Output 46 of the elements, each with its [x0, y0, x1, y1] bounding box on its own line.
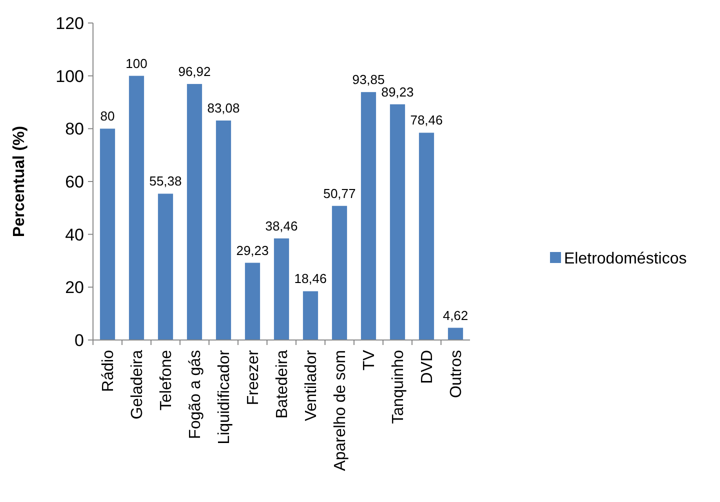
- bar: [274, 238, 290, 340]
- data-label: 29,23: [236, 242, 269, 258]
- x-tick-label: Fogão a gás: [187, 350, 204, 439]
- bar: [418, 132, 434, 340]
- x-tick-label: Geladeira: [129, 350, 146, 420]
- data-label: 83,08: [207, 100, 240, 116]
- bar: [390, 104, 406, 340]
- x-tick-label: Freezer: [245, 349, 262, 406]
- data-label: 96,92: [178, 64, 211, 79]
- y-tick-label: 100: [56, 66, 84, 86]
- bar: [332, 206, 348, 340]
- bar: [128, 76, 144, 340]
- bar: [158, 194, 174, 340]
- data-label: 50,77: [323, 186, 356, 201]
- data-label: 38,46: [265, 218, 298, 234]
- x-tick-label: Batedeira: [274, 350, 292, 418]
- data-label: 78,46: [410, 112, 443, 128]
- x-tick-label: TV: [361, 350, 378, 370]
- data-label: 100: [126, 56, 148, 71]
- y-tick-label: 40: [65, 225, 84, 244]
- bar: [360, 92, 376, 340]
- data-label: 4,62: [442, 308, 468, 323]
- x-tick-label: Ventilador: [303, 349, 320, 422]
- y-tick-label: 20: [65, 278, 84, 298]
- legend-label: Eletrodomésticos: [564, 250, 687, 268]
- data-label: 55,38: [149, 174, 182, 189]
- bar: [244, 262, 260, 340]
- x-tick-label: Outros: [448, 350, 466, 398]
- y-axis-title: Percentual (%): [11, 126, 28, 238]
- x-tick-label: Liquidificador: [216, 349, 234, 444]
- data-label: 18,46: [294, 271, 327, 286]
- bar: [100, 128, 116, 340]
- bar: [216, 120, 232, 340]
- y-tick-label: 120: [56, 14, 84, 33]
- bar: [302, 291, 318, 340]
- y-tick-label: 80: [65, 120, 84, 139]
- y-tick-label: 0: [74, 330, 84, 350]
- x-tick-label: DVD: [419, 350, 436, 384]
- bar: [448, 328, 464, 340]
- x-tick-label: Tanquinho: [390, 350, 408, 424]
- data-label: 80: [100, 108, 115, 124]
- y-tick-label: 60: [65, 172, 84, 192]
- x-tick-label: Telefone: [158, 350, 176, 410]
- bar: [186, 84, 202, 340]
- x-tick-label: Rádio: [100, 350, 118, 392]
- x-tick-label: Aparelho de som: [332, 350, 350, 471]
